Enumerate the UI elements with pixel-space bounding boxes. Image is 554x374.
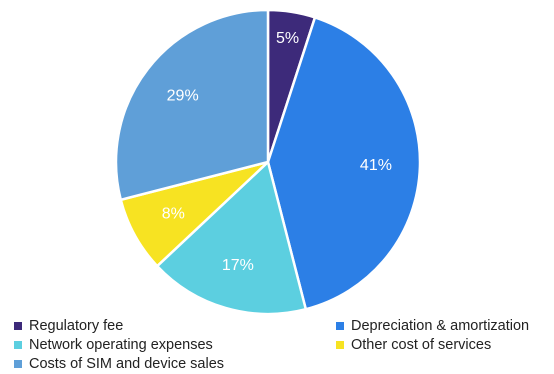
slice-label-costs-of-sim-and-device-sales: 29% (167, 87, 199, 104)
legend-item-other-cost-of-services: Other cost of services (336, 335, 491, 355)
pie-slice-costs-of-sim-and-device-sales (114, 8, 270, 202)
legend-label: Regulatory fee (29, 318, 124, 334)
legend-item-network-operating-expenses: Network operating expenses (14, 335, 213, 355)
pie-slices (114, 8, 422, 316)
legend-swatch (14, 322, 22, 330)
slice-label-depreciation-amortization: 41% (360, 157, 392, 174)
legend-swatch (336, 322, 344, 330)
pie-slice-network-operating-expenses (155, 160, 308, 316)
legend-swatch (14, 360, 22, 368)
legend-label: Costs of SIM and device sales (29, 356, 225, 372)
slice-label-network-operating-expenses: 17% (222, 257, 254, 274)
chart-legend: Regulatory fee Depreciation & amortizati… (14, 316, 554, 374)
legend-label: Depreciation & amortization (351, 318, 530, 334)
pie-slice-depreciation-amortization (266, 16, 422, 311)
pie-slice-labels: 5% 41% 17% 8% 29% (162, 30, 392, 274)
legend-swatch (336, 341, 344, 349)
legend-item-depreciation-amortization: Depreciation & amortization (336, 316, 529, 336)
legend-label: Network operating expenses (29, 337, 213, 353)
legend-item-costs-of-sim-and-device-sales: Costs of SIM and device sales (14, 354, 224, 374)
slice-label-other-cost-of-services: 8% (162, 206, 185, 223)
legend-item-regulatory-fee: Regulatory fee (14, 316, 123, 336)
legend-label: Other cost of services (351, 337, 492, 353)
legend-swatch (14, 341, 22, 349)
slice-label-regulatory-fee: 5% (276, 30, 299, 47)
